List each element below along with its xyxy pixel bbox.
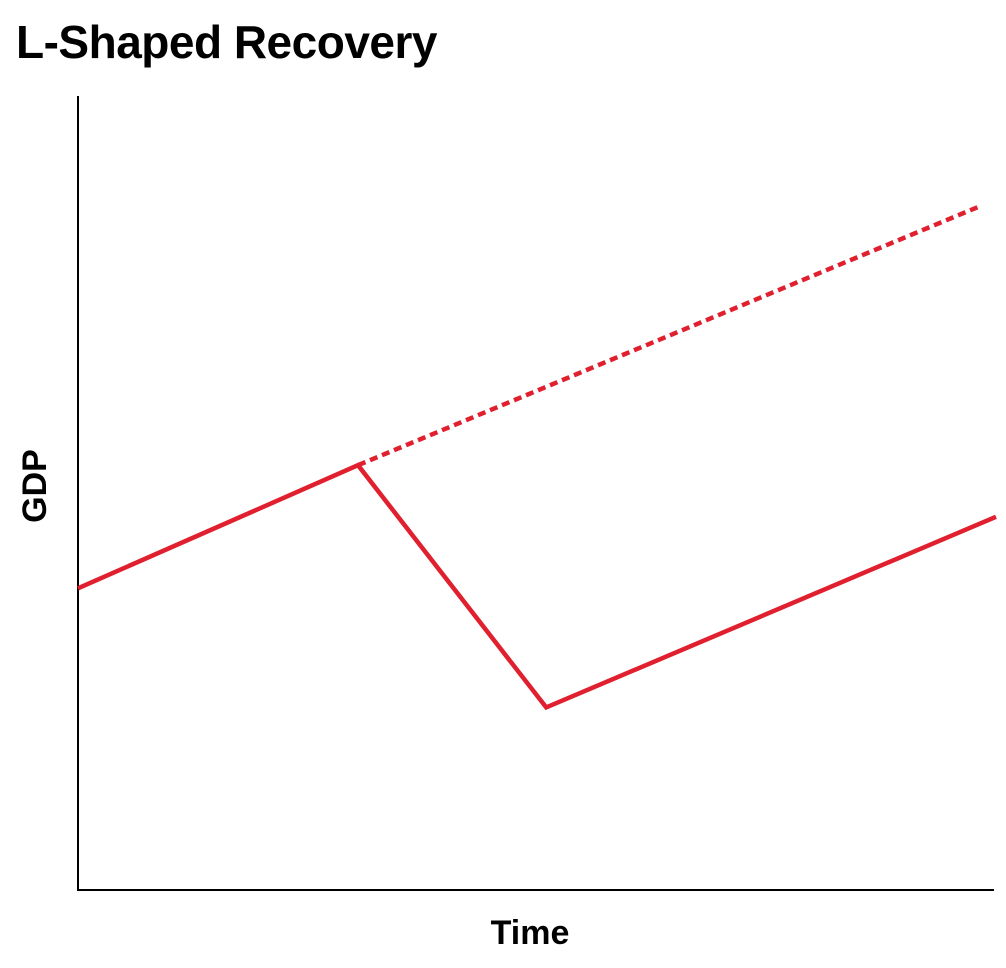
- x-axis-label: Time: [491, 914, 570, 952]
- chart-title: L-Shaped Recovery: [16, 16, 437, 68]
- series-line-gdp: [77, 462, 997, 711]
- axes: [77, 96, 994, 891]
- series-line-trend-dotted: [357, 205, 979, 468]
- series-layer: [77, 205, 997, 711]
- y-axis-label: GDP: [16, 449, 54, 523]
